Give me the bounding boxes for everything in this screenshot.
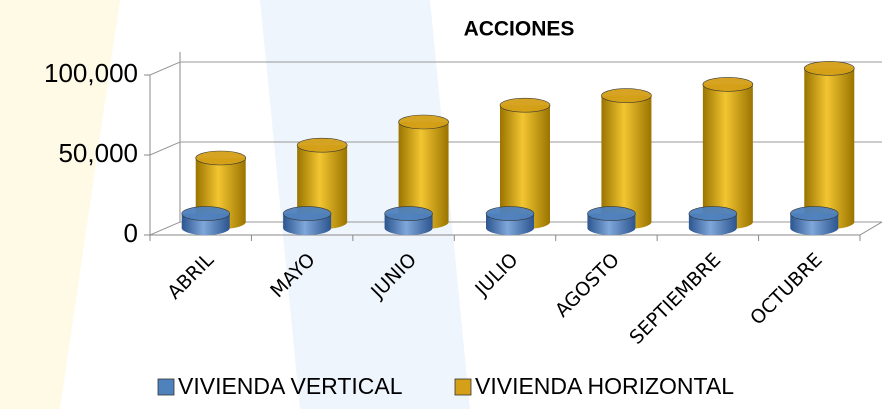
bar: [384, 206, 433, 235]
y-tick-label: 100,000: [44, 58, 138, 88]
bar-body: [804, 68, 855, 223]
bar-bottom: [486, 221, 534, 235]
bar-bottom: [283, 221, 332, 235]
legend-label: VIVIENDA HORIZONTAL: [475, 373, 734, 399]
chart-title: ACCIONES: [464, 18, 575, 41]
bar: [789, 206, 839, 235]
legend-label: VIVIENDA VERTICAL: [178, 373, 403, 399]
bar-top: [296, 137, 348, 153]
x-tick-label: SEPTIEMBRE: [625, 249, 725, 349]
grid-line: [149, 61, 882, 76]
y-tick-label: 50,000: [58, 138, 138, 168]
bar-top: [195, 150, 247, 166]
bar: [181, 206, 231, 235]
bar-top: [587, 206, 636, 221]
bar-bottom: [587, 221, 636, 235]
bar: [688, 206, 738, 235]
bar-top: [702, 77, 754, 92]
bar-bottom: [790, 221, 839, 235]
legend-swatch: [454, 378, 472, 396]
bar-top: [803, 61, 855, 76]
bar-body: [398, 122, 449, 222]
bar: [499, 97, 551, 229]
bar-top: [485, 206, 535, 221]
bar: [282, 206, 332, 235]
bar-top: [499, 97, 551, 113]
x-tick-label: ABRIL: [163, 249, 218, 304]
bar-top: [181, 206, 231, 221]
bar-bottom: [384, 221, 433, 235]
bar-top: [384, 206, 433, 221]
bar-body: [702, 84, 753, 223]
bar-bottom: [688, 221, 737, 235]
bar-top: [398, 114, 449, 130]
bar: [803, 61, 855, 229]
bar-top: [282, 206, 332, 221]
x-tick-label: JULIO: [470, 249, 522, 301]
y-tick-label: 0: [124, 218, 138, 248]
bar: [702, 77, 754, 229]
bar-body: [500, 105, 550, 222]
bar: [485, 206, 535, 235]
bar-top: [688, 206, 738, 221]
bar: [601, 88, 652, 229]
background-shape: [0, 0, 120, 409]
x-tick-label: AGOSTO: [551, 249, 624, 322]
floor-right: [859, 221, 883, 236]
background-shape: [260, 0, 470, 409]
x-tick-label: OCTUBRE: [746, 249, 827, 330]
bar-top: [601, 88, 652, 103]
bar: [587, 206, 636, 235]
legend-swatch: [157, 378, 175, 396]
bar-body: [601, 95, 652, 222]
bar-top: [789, 206, 839, 221]
bar-bottom: [181, 221, 230, 235]
